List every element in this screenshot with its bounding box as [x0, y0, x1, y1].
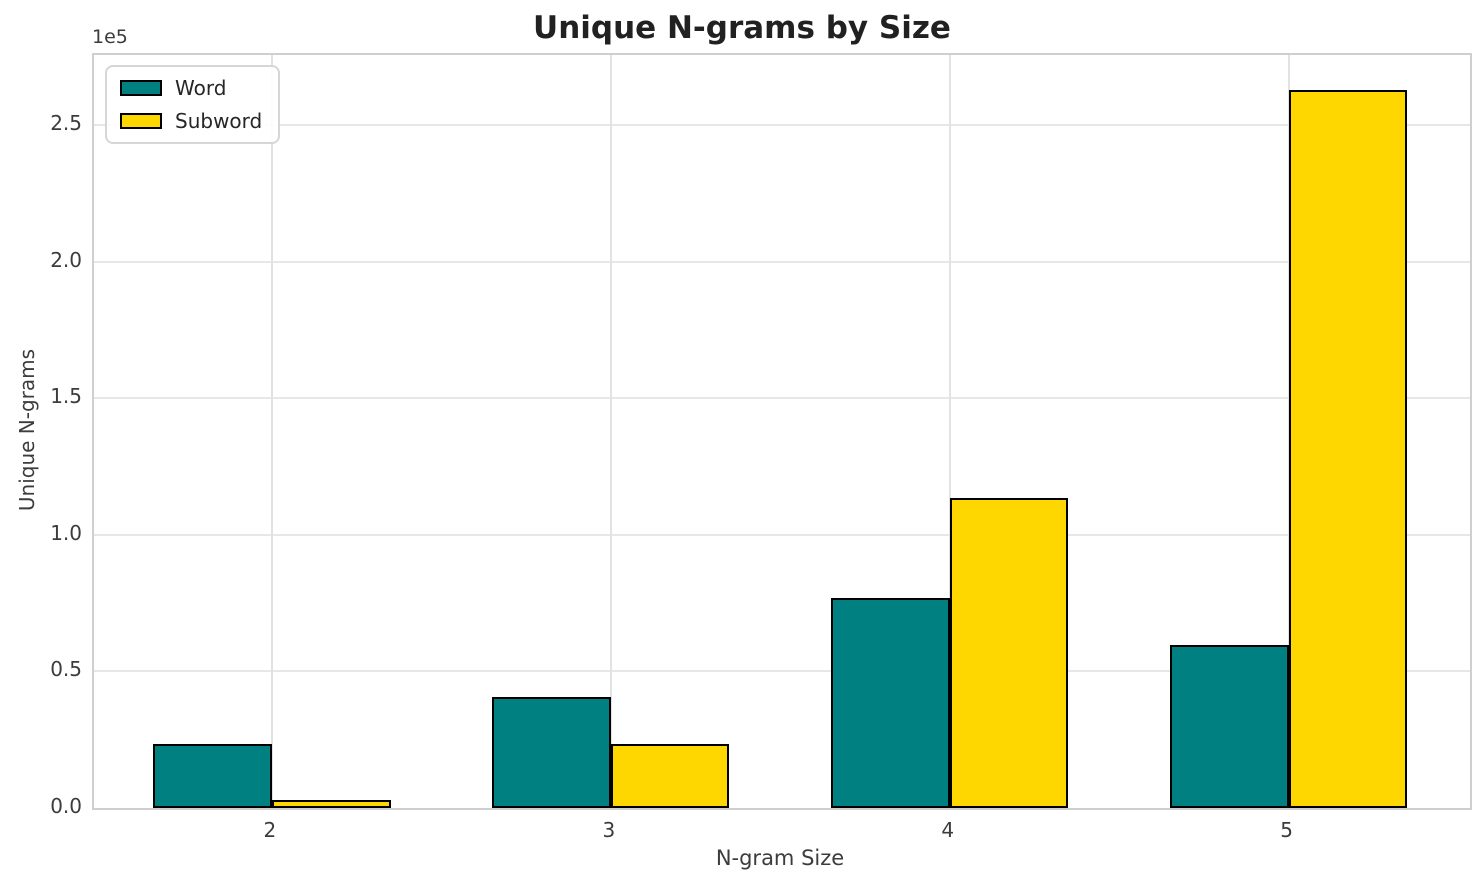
- gridline-y: [94, 533, 1470, 536]
- bar-word-3: [492, 696, 611, 808]
- y-axis-offset-label: 1e5: [92, 26, 128, 48]
- plot-area: Word Subword: [92, 53, 1472, 810]
- gridline-y: [94, 397, 1470, 400]
- x-tick-label: 4: [941, 818, 955, 842]
- bar-subword-4: [949, 497, 1069, 808]
- y-tick-label: 1.5: [50, 384, 82, 409]
- bar-word-4: [831, 597, 950, 808]
- bar-subword-3: [610, 744, 730, 808]
- gridline-x: [270, 55, 273, 808]
- x-tick-label: 5: [1280, 818, 1294, 842]
- legend-label: Word: [175, 76, 227, 100]
- gridline-x: [609, 55, 612, 808]
- bar-word-2: [153, 744, 272, 808]
- chart-title: Unique N-grams by Size: [533, 10, 951, 46]
- gridline-y: [94, 123, 1470, 126]
- legend-label: Subword: [175, 109, 263, 133]
- bar-subword-2: [271, 800, 391, 808]
- y-tick-label: 2.5: [50, 110, 82, 135]
- gridline-y: [94, 260, 1470, 263]
- legend-swatch-subword-icon: [120, 113, 162, 129]
- y-axis-label: Unique N-grams: [15, 348, 39, 512]
- x-tick-label: 2: [263, 818, 277, 842]
- x-axis-label: N-gram Size: [715, 846, 845, 870]
- y-tick-label: 0.0: [50, 794, 82, 818]
- bar-subword-5: [1288, 90, 1408, 808]
- gridline-x: [948, 55, 951, 808]
- y-tick-label: 1.0: [50, 520, 82, 545]
- bar-word-5: [1170, 645, 1289, 808]
- y-tick-label: 2.0: [50, 247, 82, 272]
- legend-swatch-word-icon: [120, 80, 162, 96]
- legend-item-word: Word: [120, 76, 262, 100]
- x-tick-label: 3: [602, 818, 616, 842]
- gridline-y: [94, 670, 1470, 673]
- y-tick-label: 0.5: [50, 657, 82, 682]
- legend-item-subword: Subword: [120, 109, 262, 133]
- legend: Word Subword: [105, 65, 281, 144]
